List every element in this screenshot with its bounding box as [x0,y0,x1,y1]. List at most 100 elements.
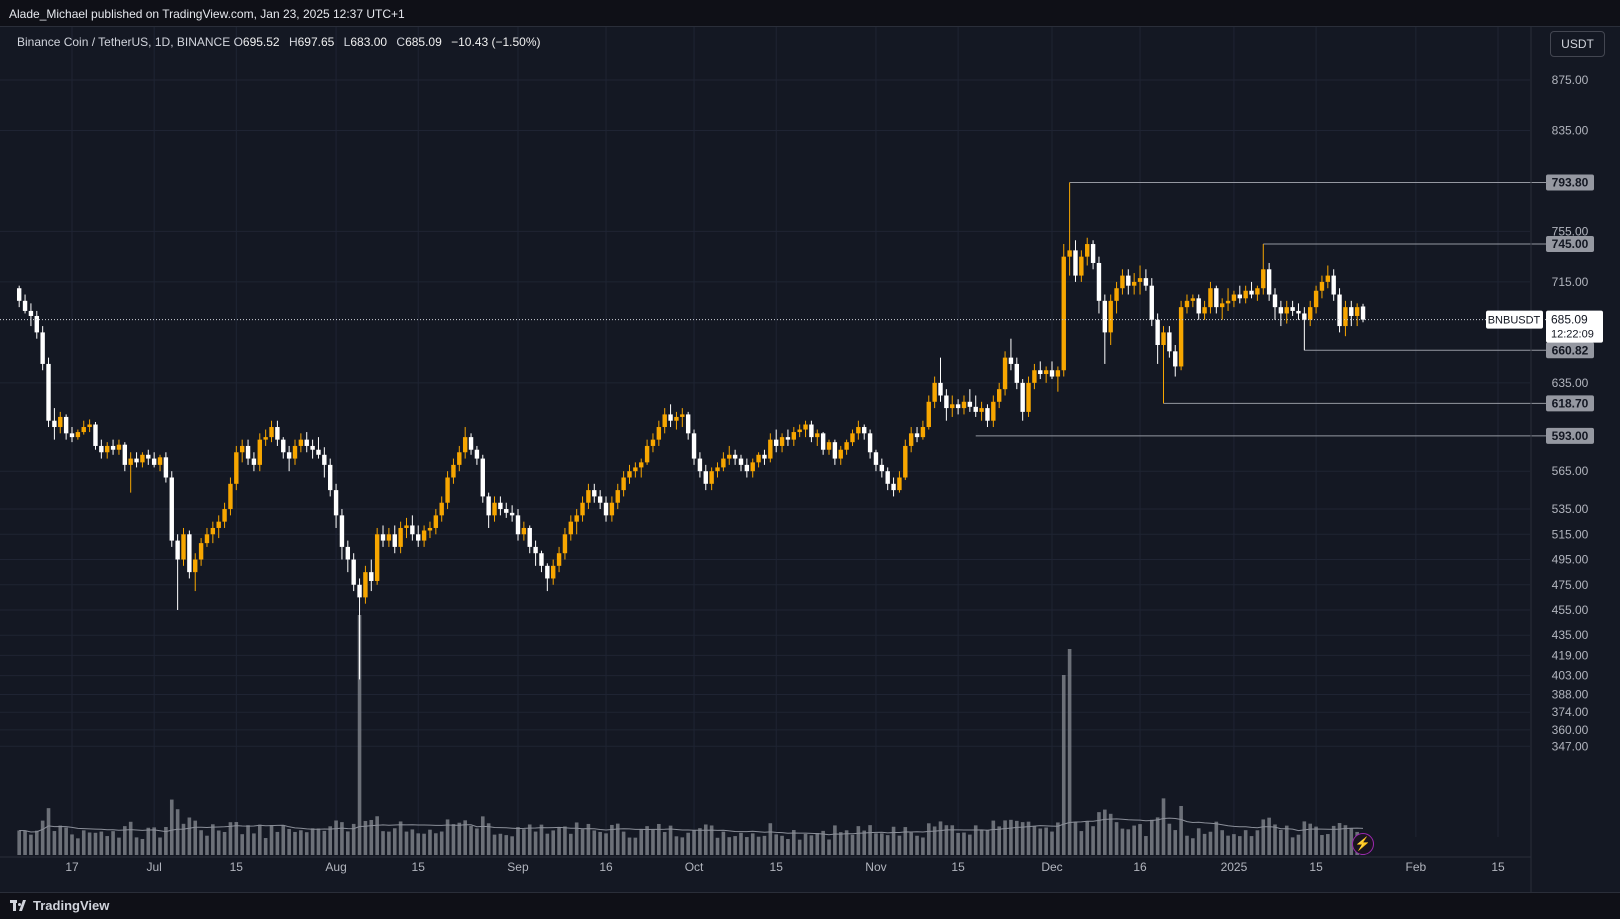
candle-body [996,389,1002,402]
volume-bar [1320,835,1324,855]
volume-bar [216,830,221,855]
candle-body [973,406,978,412]
candle-body [175,540,180,560]
candle-body [369,572,374,581]
volume-bar [451,824,456,855]
candle-body [756,454,761,463]
candle-body [504,509,509,513]
candle-body [99,445,104,453]
candle-body [198,543,204,560]
chart-area[interactable]: 17 Jul 15 Aug 15 Sep 16 Oct 15 Nov 15 Dec 16 2025 15 Fe… [0,27,1620,892]
time-tick-label: 15 [1491,860,1505,874]
candle-body [1102,300,1108,333]
volume-bar [404,831,409,855]
candle-body [286,452,292,459]
volume-bar [304,832,309,855]
volume-bar [662,832,667,855]
level-price-box [1546,395,1594,412]
tradingview-brand-text: TradingView [33,898,110,913]
candle-body [486,496,491,516]
volume-bar [76,838,80,855]
volume-bar [1337,823,1342,855]
candle-body [1049,370,1055,377]
volume-bar [128,821,133,855]
candle-body [891,483,896,491]
volume-bar [334,820,338,855]
candle-body [239,445,245,453]
candle-body [151,458,157,465]
candle-body [1161,332,1166,345]
symbol-title[interactable]: Binance Coin / TetherUS, 1D, BINANCE [17,35,231,49]
candle-body [163,457,169,478]
candle-body [304,439,309,446]
last-price-box [1546,310,1603,343]
time-tick-label: Jul [146,860,161,874]
volume-bar [58,825,63,855]
volume-bar [228,822,233,855]
tradingview-logo[interactable]: TradingView [10,898,109,913]
candle-body [873,452,879,465]
candle-body [685,414,691,434]
volume-bar [979,829,984,855]
volume-bar [46,808,51,855]
price-tick-label: 535.00 [1552,502,1589,516]
price-chart[interactable]: 17 Jul 15 Aug 15 Sep 16 Oct 15 Nov 15 Dec 16 2025 15 Fe… [0,27,1620,892]
volume-bar [950,825,955,855]
candle-body [856,427,861,434]
volume-bar [1091,826,1095,855]
time-tick-label: 15 [951,860,965,874]
currency-button[interactable]: USDT [1550,31,1605,57]
candle-body [815,433,820,438]
candle-body [498,502,503,510]
candle-body [920,427,926,438]
volume-bar [1114,822,1119,855]
candle-body [1055,370,1061,377]
volume-bar [815,832,820,855]
volume-bar [598,831,602,855]
volume-bar [956,832,960,855]
candle-body [1061,256,1066,371]
candle-body [1155,319,1160,345]
volume-bar [838,832,843,855]
candle-body [357,584,362,598]
volume-bar [445,819,450,855]
last-price-label: 685.09 [1551,313,1588,327]
volume-bar [140,838,145,855]
candle-body [116,444,122,450]
open-label: O [233,35,243,49]
volume-bar [844,830,849,855]
volume-bar [968,834,972,855]
volume-bar [627,837,632,855]
candle-body [451,464,456,478]
candle-body [46,363,51,421]
volume-bar [381,831,385,855]
time-tick-label: 16 [599,860,613,874]
volume-bar [428,829,432,855]
volume-bar [639,828,644,855]
candle-body [140,454,145,463]
volume-bar [715,837,720,855]
volume-bar [551,830,556,855]
volume-bar [756,836,761,855]
volume-bar [70,834,74,855]
candle-body [351,559,356,585]
volume-bar [1044,827,1048,855]
candle-body [1114,288,1119,301]
volume-bar [651,829,655,855]
volume-bar [674,836,679,855]
candle-body [668,414,673,421]
candle-body [1313,290,1319,308]
candle-body [832,442,838,459]
price-tick-label: 419.00 [1552,648,1589,662]
close-value: 685.09 [405,35,442,49]
volume-bar [193,820,198,855]
candle-body [22,300,28,311]
volume-bar [340,822,344,855]
volume-bar [862,830,867,855]
volume-bar [563,826,567,855]
price-tick-label: 495.00 [1552,553,1589,567]
candle-body [222,509,227,522]
lightning-icon[interactable]: ⚡ [1352,833,1374,855]
volume-bar [93,832,98,855]
candle-body [1020,382,1025,412]
